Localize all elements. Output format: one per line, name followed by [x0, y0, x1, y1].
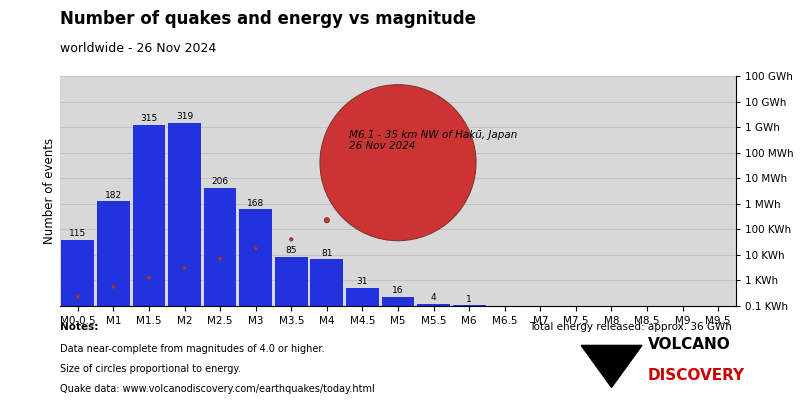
- Text: Data near-complete from magnitudes of 4.0 or higher.: Data near-complete from magnitudes of 4.…: [60, 344, 325, 354]
- Bar: [168, 122, 201, 306]
- Text: worldwide - 26 Nov 2024: worldwide - 26 Nov 2024: [60, 42, 216, 55]
- Polygon shape: [581, 345, 642, 387]
- Bar: [97, 201, 130, 306]
- Ellipse shape: [354, 193, 370, 209]
- Bar: [310, 260, 343, 306]
- Ellipse shape: [147, 276, 150, 279]
- Ellipse shape: [254, 247, 257, 250]
- Text: 182: 182: [105, 191, 122, 200]
- Text: 4: 4: [430, 293, 436, 302]
- Bar: [275, 257, 308, 306]
- Text: 1: 1: [466, 295, 472, 304]
- Text: 315: 315: [140, 114, 158, 123]
- Ellipse shape: [76, 295, 79, 298]
- Ellipse shape: [218, 257, 222, 260]
- Ellipse shape: [290, 238, 293, 241]
- Bar: [133, 125, 166, 306]
- Text: 31: 31: [357, 278, 368, 286]
- Text: VOLCANO: VOLCANO: [648, 337, 730, 352]
- Bar: [418, 304, 450, 306]
- Text: DISCOVERY: DISCOVERY: [648, 368, 745, 383]
- Ellipse shape: [324, 218, 330, 223]
- Text: Size of circles proportional to energy.: Size of circles proportional to energy.: [60, 364, 241, 374]
- Text: Quake data: www.volcanodiscovery.com/earthquakes/today.html: Quake data: www.volcanodiscovery.com/ear…: [60, 384, 374, 394]
- Bar: [382, 297, 414, 306]
- Ellipse shape: [112, 285, 115, 288]
- Bar: [239, 209, 272, 306]
- Ellipse shape: [183, 266, 186, 269]
- Text: Notes:: Notes:: [60, 322, 98, 332]
- Ellipse shape: [320, 85, 476, 241]
- Bar: [62, 240, 94, 306]
- Bar: [204, 188, 237, 306]
- Text: M6.1 - 35 km NW of Hakū, Japan
26 Nov 2024: M6.1 - 35 km NW of Hakū, Japan 26 Nov 20…: [349, 130, 518, 151]
- Text: 81: 81: [321, 249, 333, 258]
- Text: 319: 319: [176, 112, 193, 121]
- Text: 206: 206: [211, 177, 229, 186]
- Text: 16: 16: [392, 286, 404, 295]
- Y-axis label: Number of events: Number of events: [43, 138, 56, 244]
- Text: 85: 85: [286, 246, 297, 255]
- Text: 168: 168: [247, 199, 264, 208]
- Bar: [346, 288, 378, 306]
- Text: 115: 115: [69, 229, 86, 238]
- Text: Number of quakes and energy vs magnitude: Number of quakes and energy vs magnitude: [60, 10, 476, 28]
- Text: Total energy released: approx. 36 GWh: Total energy released: approx. 36 GWh: [529, 322, 732, 332]
